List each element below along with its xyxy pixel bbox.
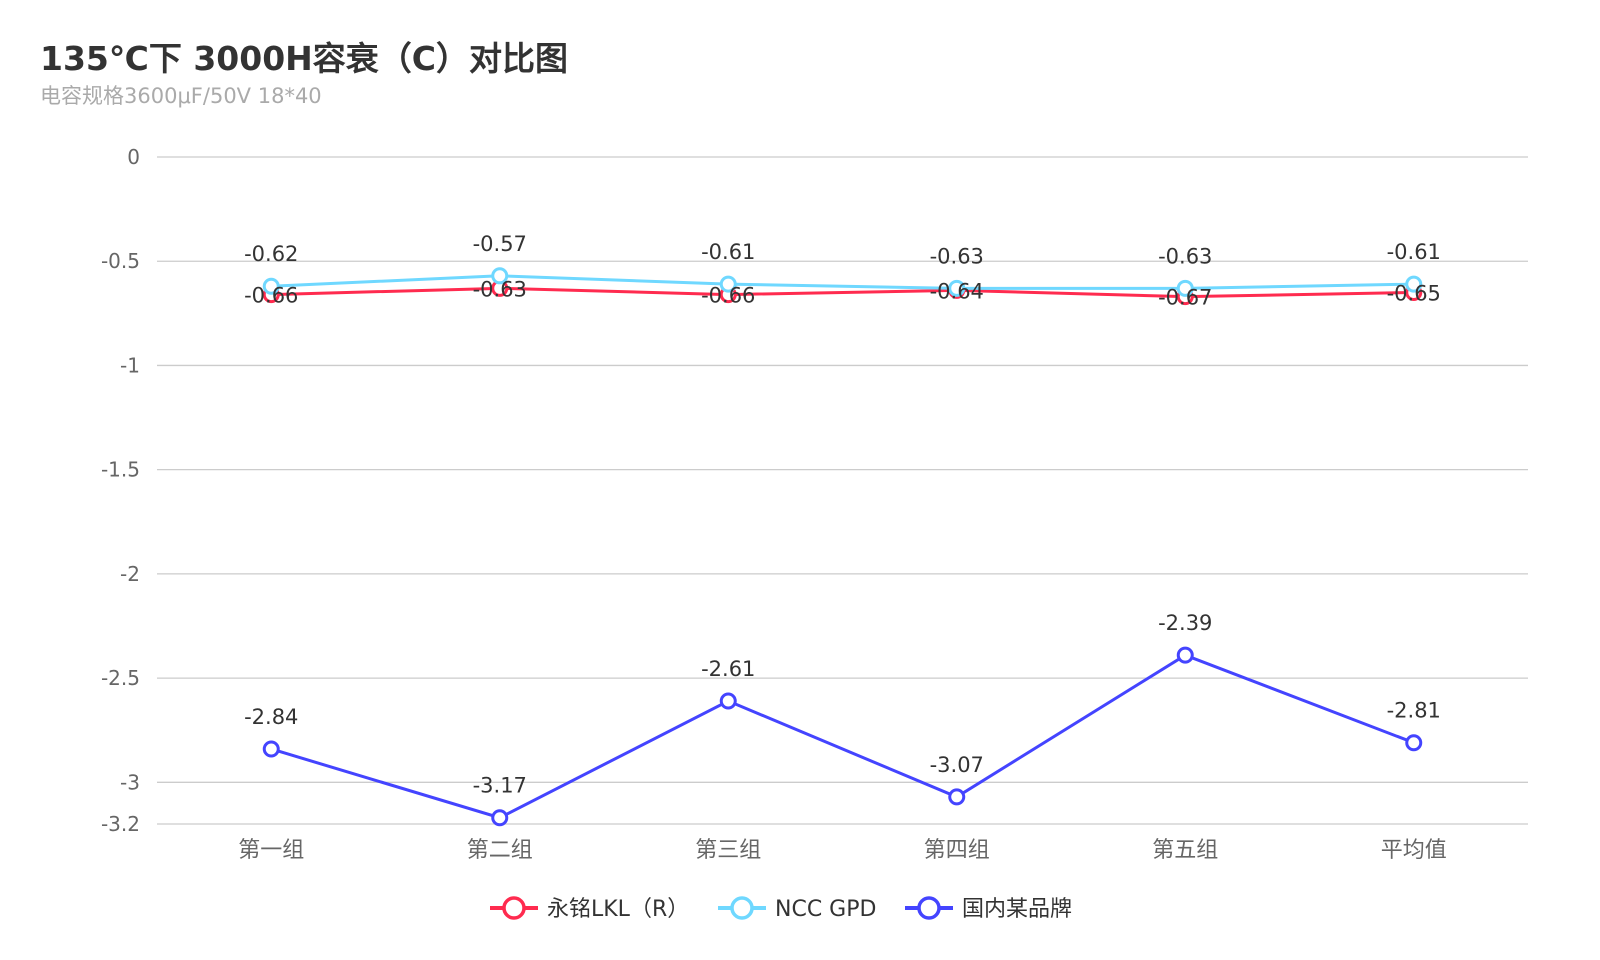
series-line — [270, 653, 1415, 820]
data-point — [491, 267, 509, 285]
chart-title: 135℃下 3000H容衰（C）对比图 — [40, 39, 569, 78]
data-point — [719, 692, 737, 710]
chart-subtitle: 电容规格3600μF/50V 18*40 — [40, 84, 322, 108]
data-point — [491, 809, 509, 827]
y-tick-label: -1 — [120, 353, 140, 377]
data-label: -0.63 — [930, 244, 984, 268]
data-label: -3.07 — [930, 753, 984, 777]
data-label: -2.39 — [1158, 611, 1212, 635]
legend-marker-icon — [730, 896, 754, 920]
data-label: -3.17 — [473, 774, 527, 798]
data-point — [262, 277, 280, 295]
legend-marker-icon — [917, 896, 941, 920]
y-tick-label: -1.5 — [101, 458, 140, 482]
y-tick-label: -3.2 — [101, 812, 140, 836]
x-tick-label: 第三组 — [695, 838, 761, 863]
data-label: -0.62 — [244, 242, 298, 266]
x-tick-label: 平均值 — [1381, 838, 1447, 863]
legend-label[interactable]: 国内某品牌 — [962, 897, 1072, 922]
data-label: -0.63 — [473, 277, 527, 301]
data-label: -0.57 — [473, 232, 527, 256]
data-label: -2.84 — [244, 705, 298, 729]
data-point — [948, 788, 966, 806]
y-tick-label: -0.5 — [101, 249, 140, 273]
data-point — [1176, 646, 1194, 664]
y-tick-label: -2.5 — [101, 666, 140, 690]
data-point — [719, 275, 737, 293]
x-tick-label: 第一组 — [238, 838, 304, 863]
data-label: -0.66 — [701, 284, 755, 308]
data-label: -0.65 — [1387, 281, 1441, 305]
data-point — [1405, 734, 1423, 752]
series-line — [271, 286, 1414, 299]
legend-marker-icon — [502, 896, 526, 920]
series-line — [271, 274, 1414, 290]
data-label: -0.61 — [1387, 240, 1441, 264]
x-tick-label: 第四组 — [924, 838, 990, 863]
data-label: -0.67 — [1158, 286, 1212, 310]
x-tick-label: 第二组 — [467, 838, 533, 863]
x-tick-label: 第五组 — [1152, 838, 1218, 863]
data-label: -0.61 — [701, 240, 755, 264]
y-tick-label: -2 — [120, 562, 140, 586]
data-point — [948, 279, 966, 297]
data-label: -2.81 — [1387, 699, 1441, 723]
data-point — [262, 740, 280, 758]
data-label: -2.61 — [701, 657, 755, 681]
data-point — [1405, 275, 1423, 293]
data-label: -0.66 — [244, 284, 298, 308]
data-label: -0.63 — [1158, 244, 1212, 268]
legend-label[interactable]: 永铭LKL（R） — [547, 897, 689, 922]
data-point — [1176, 279, 1194, 297]
y-tick-label: -3 — [120, 770, 140, 794]
data-label: -0.64 — [930, 279, 984, 303]
y-tick-label: 0 — [127, 145, 140, 169]
legend-label[interactable]: NCC GPD — [775, 897, 876, 922]
